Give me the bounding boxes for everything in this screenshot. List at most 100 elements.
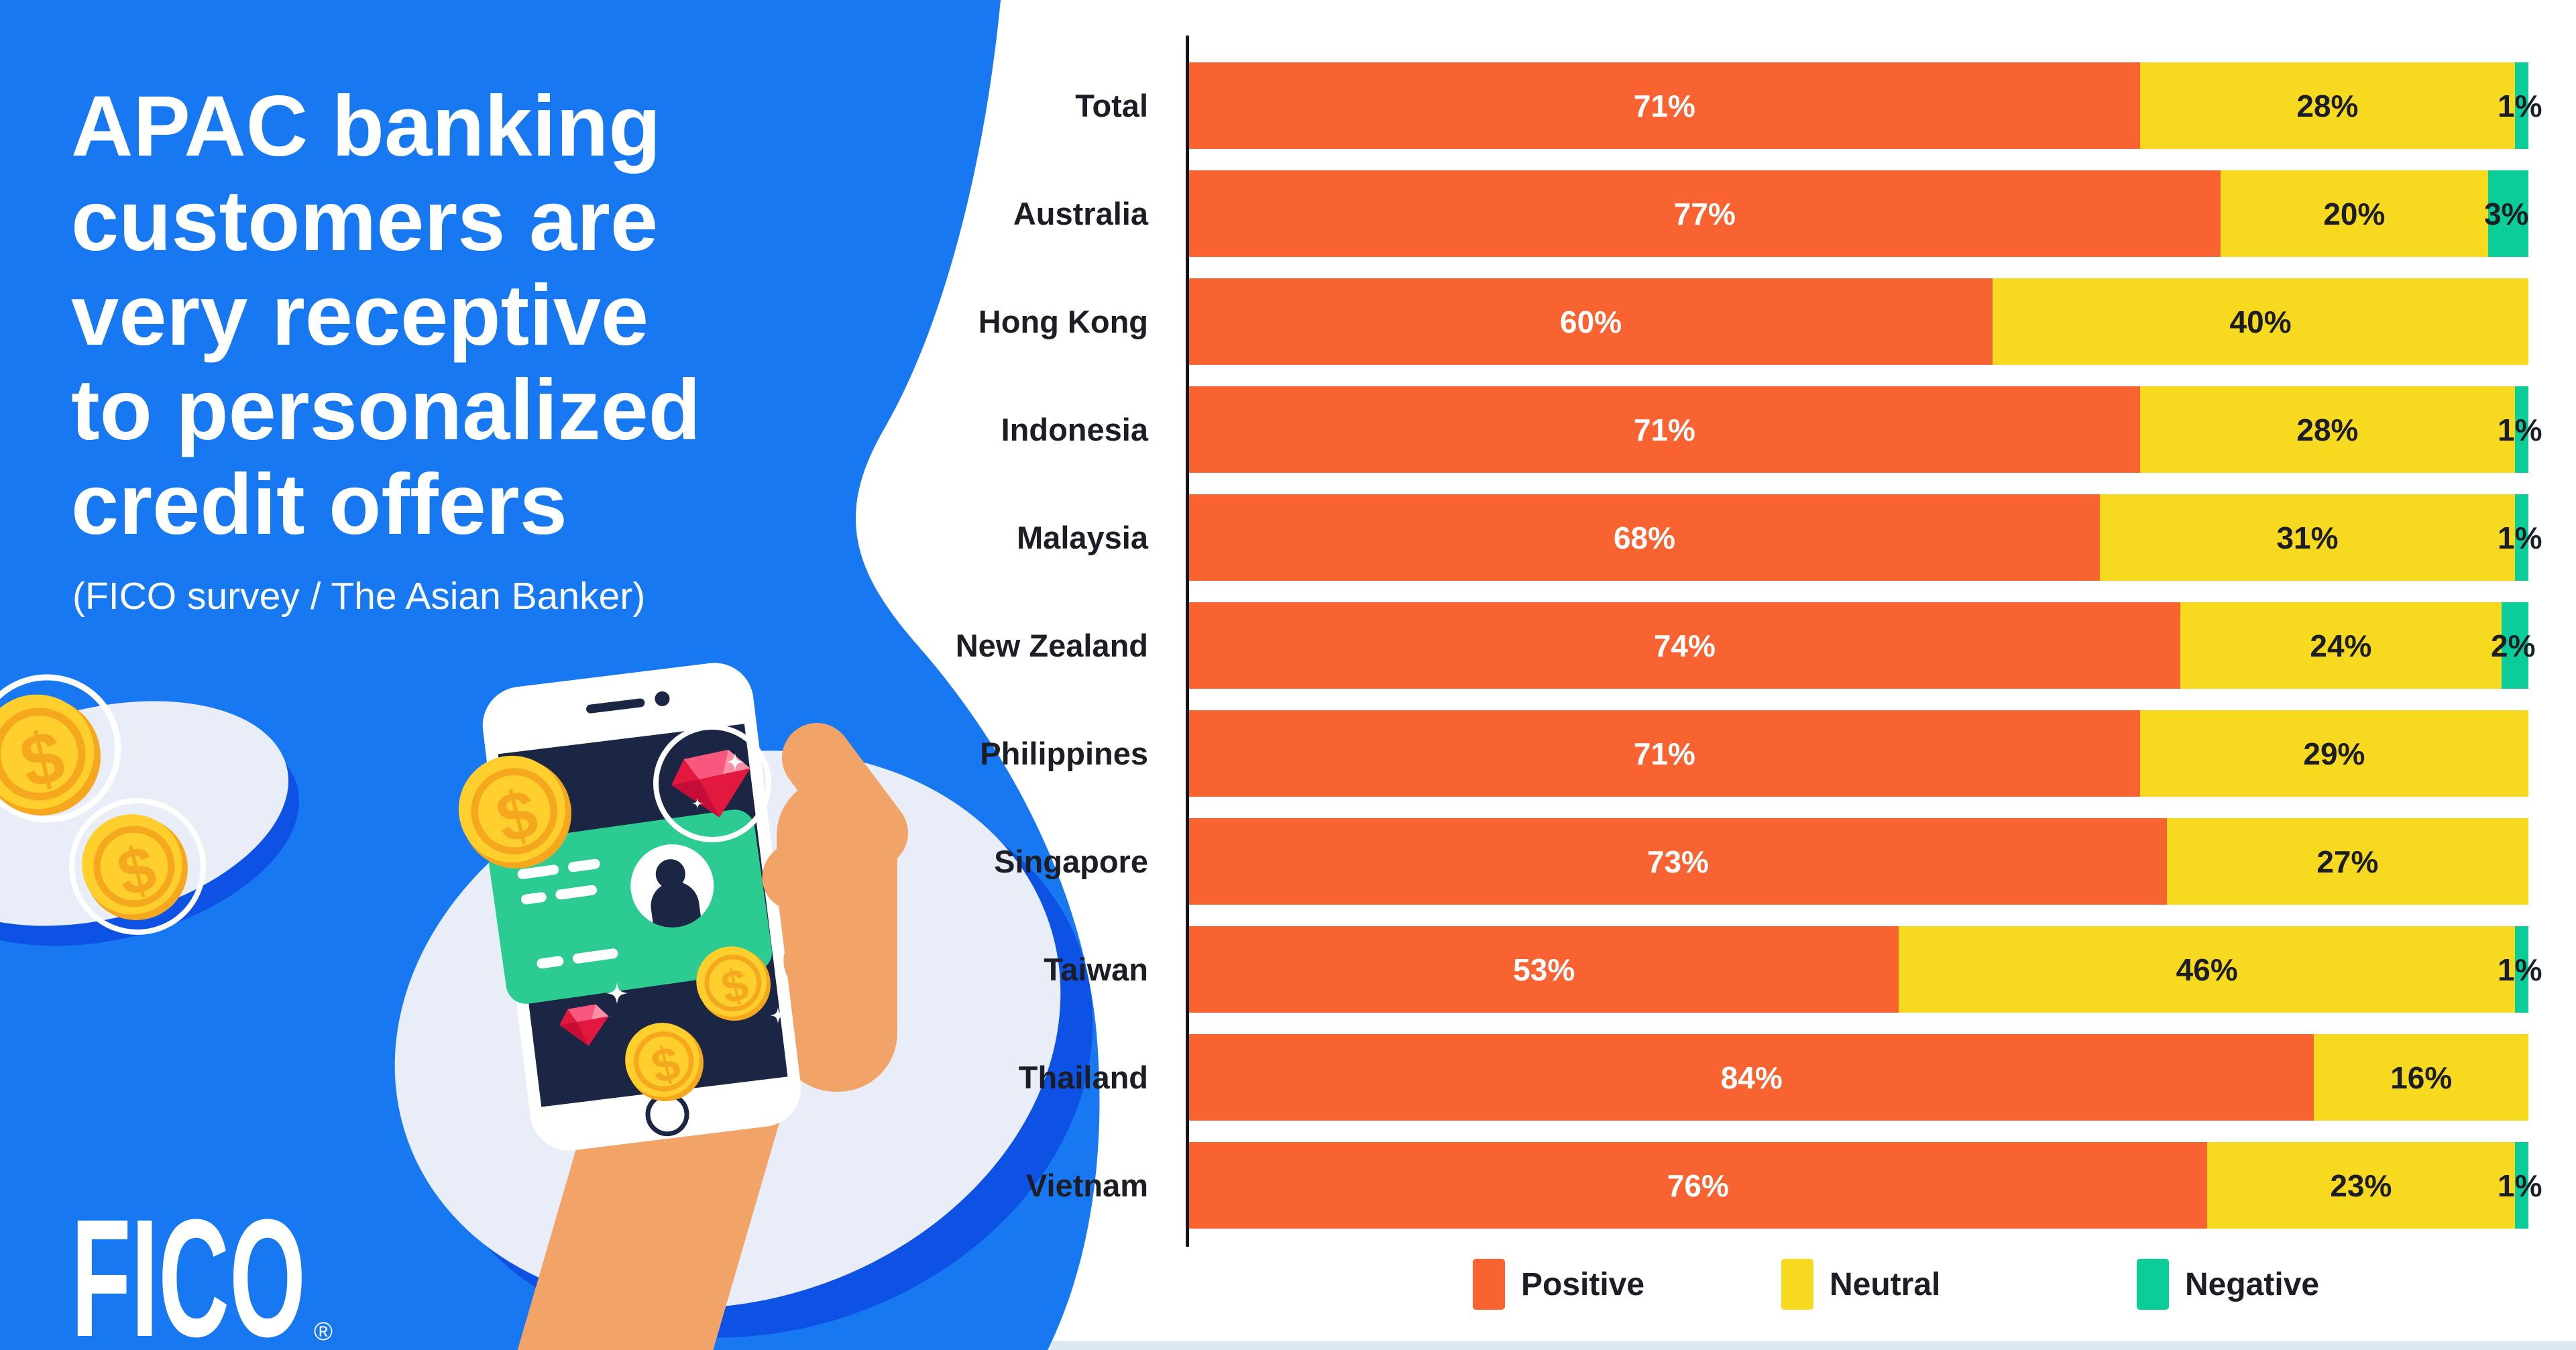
- bar-segment-positive: [1189, 1142, 2207, 1229]
- legend-swatch-negative: [2137, 1259, 2169, 1310]
- category-label: Singapore: [994, 844, 1148, 879]
- panel-illustration: $$$$$ FICO ®: [0, 0, 1100, 1350]
- value-label-negative: 1%: [2498, 89, 2542, 123]
- bar-segment-positive: [1189, 818, 2167, 905]
- value-label-negative: 2%: [2491, 628, 2536, 663]
- bar-row: Australia 77% 20% 3%: [0, 170, 2576, 257]
- bar-segment-negative: [2515, 1142, 2528, 1229]
- phone-speaker: [585, 698, 645, 714]
- bar-segment-positive: [1189, 1034, 2314, 1121]
- legend-swatch-positive: [1473, 1259, 1505, 1310]
- index-finger: [782, 723, 908, 868]
- bar-segment-positive: [1189, 278, 1993, 365]
- value-label-neutral: 28%: [2296, 89, 2359, 123]
- category-label: Taiwan: [1044, 952, 1148, 987]
- category-label: Philippines: [980, 736, 1148, 771]
- card-text-line: [517, 864, 559, 879]
- bar-segment-neutral: [2220, 170, 2489, 257]
- value-label-positive: 71%: [1633, 89, 1695, 123]
- gem-icon: [559, 1004, 609, 1046]
- title-line: very receptive: [71, 268, 649, 363]
- bar-segment-neutral: [2099, 494, 2516, 581]
- value-label-negative: 1%: [2498, 412, 2542, 447]
- legend-label: Neutral: [1830, 1267, 1941, 1302]
- stacked-bar: 60% 40%: [1189, 278, 2528, 365]
- bar-segment-neutral: [2206, 1142, 2516, 1229]
- bar-row: Singapore 73% 27%: [0, 818, 2576, 905]
- registered-mark: ®: [314, 1318, 333, 1346]
- bar-segment-positive: [1189, 170, 2221, 257]
- phone-camera: [655, 691, 670, 706]
- stacked-bar: 84% 16%: [1189, 1034, 2528, 1121]
- value-label-positive: 74%: [1653, 628, 1716, 663]
- value-label-positive: 53%: [1513, 952, 1575, 987]
- category-label: Thailand: [1018, 1060, 1148, 1095]
- bar-row: Indonesia 71% 28% 1%: [0, 386, 2576, 473]
- value-label-negative: 3%: [2484, 196, 2529, 231]
- legend-label: Positive: [1521, 1267, 1645, 1302]
- category-label: Vietnam: [1026, 1168, 1148, 1203]
- id-card: [488, 809, 773, 1004]
- stacked-bar: 71% 28% 1%: [1189, 386, 2542, 473]
- stacked-bar: 71% 29%: [1189, 710, 2528, 797]
- value-label-positive: 76%: [1667, 1168, 1729, 1203]
- value-label-neutral: 29%: [2303, 736, 2365, 771]
- value-label-negative: 1%: [2498, 952, 2542, 987]
- bar-segment-negative: [2502, 602, 2528, 689]
- bar-segment-positive: [1189, 926, 1899, 1013]
- value-label-neutral: 20%: [2323, 196, 2386, 231]
- value-label-neutral: 46%: [2176, 952, 2238, 987]
- value-label-neutral: 28%: [2296, 412, 2359, 447]
- value-label-positive: 71%: [1633, 412, 1695, 447]
- bar-row: Thailand 84% 16%: [0, 1034, 2576, 1121]
- bar-segment-neutral: [1899, 926, 2516, 1013]
- coin-icon: $: [696, 946, 771, 1021]
- category-label: Hong Kong: [978, 304, 1148, 339]
- stacked-bar: 77% 20% 3%: [1189, 170, 2528, 257]
- coin-icon: $: [625, 1023, 704, 1101]
- value-label-neutral: 40%: [2229, 304, 2292, 339]
- stacked-bar: 74% 24% 2%: [1189, 602, 2535, 689]
- category-label: Total: [1075, 88, 1148, 123]
- bar-row: Philippines 71% 29%: [0, 710, 2576, 797]
- value-label-neutral: 31%: [2276, 520, 2339, 555]
- value-label-negative: 1%: [2498, 1168, 2542, 1203]
- bar-segment-negative: [2488, 170, 2528, 257]
- value-label-positive: 73%: [1646, 844, 1709, 879]
- sparkle-icon: [606, 982, 628, 1004]
- bar-segment-positive: [1189, 386, 2140, 473]
- fingertip: [762, 840, 837, 911]
- value-label-neutral: 24%: [2310, 628, 2372, 663]
- value-label-positive: 68%: [1613, 520, 1676, 555]
- gem-icon: [671, 749, 750, 818]
- coin-ring: [0, 674, 121, 823]
- stacked-bar: 68% 31% 1%: [1189, 494, 2542, 581]
- value-label-positive: 84%: [1720, 1060, 1783, 1095]
- category-label: Australia: [1013, 196, 1148, 231]
- bar-row: New Zealand 74% 24% 2%: [0, 602, 2576, 689]
- bar-segment-neutral: [2180, 602, 2502, 689]
- bar-segment-neutral: [2139, 386, 2516, 473]
- card-text-line: [567, 858, 600, 873]
- bar-segment-positive: [1189, 602, 2180, 689]
- sparkle-icon: [770, 1007, 786, 1023]
- coin-ring: [69, 798, 206, 935]
- value-label-negative: 1%: [2498, 520, 2542, 555]
- bar-segment-negative: [2515, 386, 2528, 473]
- sparkle-icon: [692, 798, 703, 809]
- card-text-line: [537, 956, 564, 969]
- bar-segment-negative: [2515, 62, 2528, 149]
- stacked-bar: 71% 28% 1%: [1189, 62, 2542, 149]
- bar-segment-neutral: [1993, 278, 2528, 365]
- category-label: Malaysia: [1017, 520, 1148, 555]
- title-line: credit offers: [71, 457, 567, 553]
- title-line: APAC banking: [71, 78, 661, 174]
- sparkle-icon: [726, 753, 744, 771]
- axis-line: [1186, 36, 1189, 1247]
- value-label-positive: 77%: [1673, 196, 1736, 231]
- bar-row: Malaysia 68% 31% 1%: [0, 494, 2576, 581]
- legend-label: Negative: [2185, 1267, 2320, 1302]
- bar-row: Total 71% 28% 1%: [0, 62, 2576, 149]
